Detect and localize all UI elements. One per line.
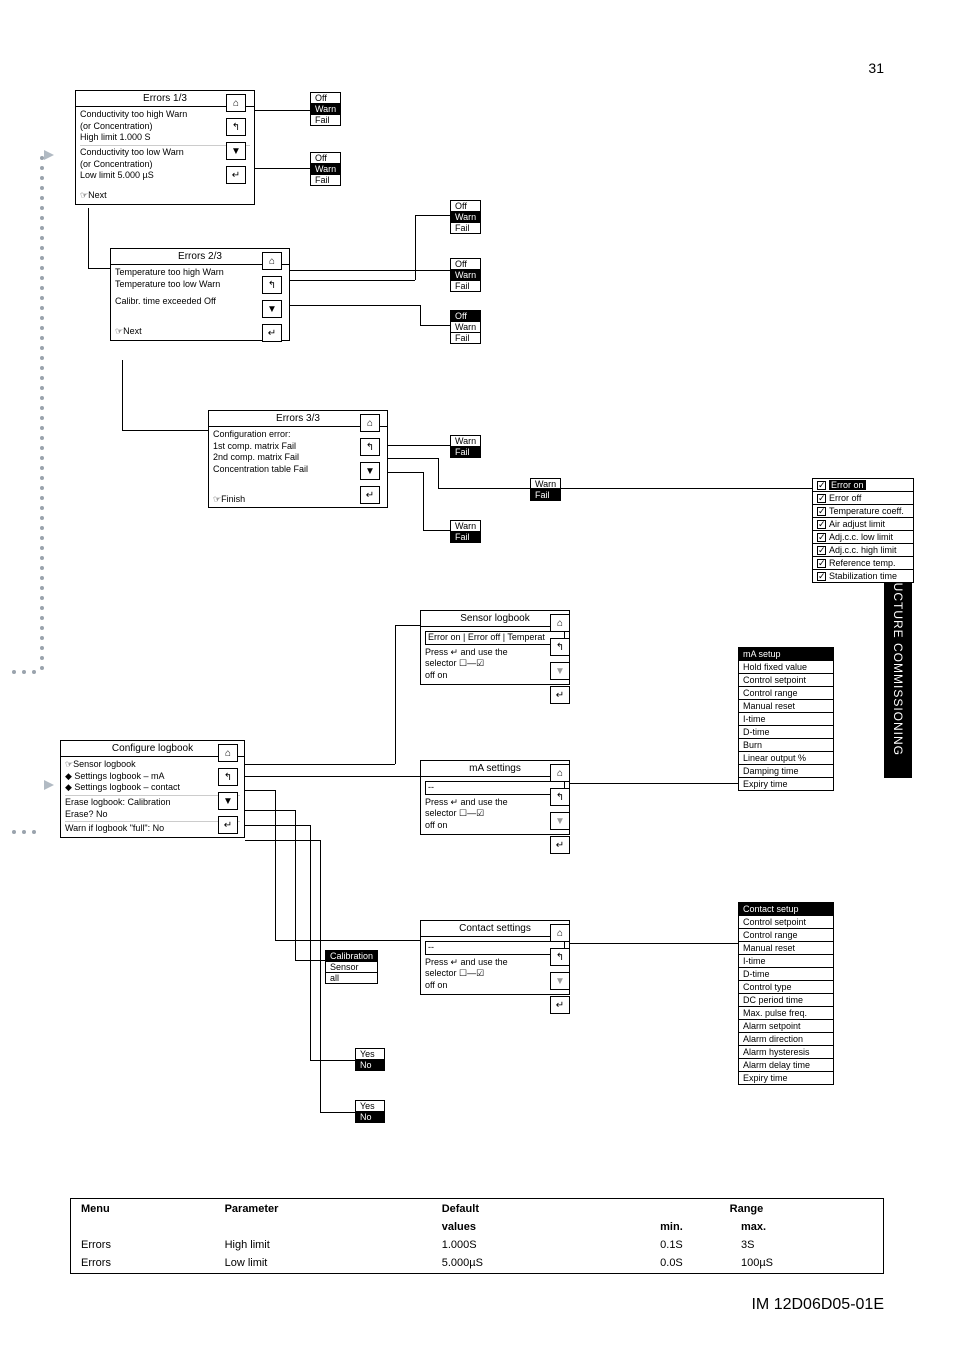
ma-setup-list: mA setup Hold fixed value Control setpoi… [738,647,834,791]
down-icon[interactable]: ▼ [550,972,570,990]
page-number: 31 [868,60,884,76]
down-icon[interactable]: ▼ [226,142,246,160]
back-icon[interactable]: ↰ [550,638,570,656]
back-icon[interactable]: ↰ [262,276,282,294]
arrow-icon [44,780,54,790]
enter-icon[interactable]: ↵ [550,836,570,854]
down-icon[interactable]: ▼ [550,812,570,830]
home-icon[interactable]: ⌂ [360,414,380,432]
enter-icon[interactable]: ↵ [550,996,570,1014]
down-icon[interactable]: ▼ [262,300,282,318]
home-icon[interactable]: ⌂ [226,94,246,112]
arrow-icon [44,150,54,160]
contact-settings-title: Contact settings [421,921,569,936]
sensor-checklist: Error on Error off Temperature coeff. Ai… [812,478,914,583]
menu-diagram: Errors 1/3 Conductivity too high Warn (o… [0,80,924,1180]
enter-icon[interactable]: ↵ [360,486,380,504]
home-icon[interactable]: ⌂ [218,744,238,762]
back-icon[interactable]: ↰ [226,118,246,136]
back-icon[interactable]: ↰ [360,438,380,456]
document-id: IM 12D06D05-01E [751,1296,884,1314]
home-icon[interactable]: ⌂ [262,252,282,270]
enter-icon[interactable]: ↵ [226,166,246,184]
enter-icon[interactable]: ↵ [262,324,282,342]
table-row: Errors Low limit 5.000µS 0.0S 100µS [73,1255,881,1271]
back-icon[interactable]: ↰ [550,948,570,966]
table-row: Errors High limit 1.000S 0.1S 3S [73,1237,881,1253]
down-icon[interactable]: ▼ [218,792,238,810]
down-icon[interactable]: ▼ [550,662,570,680]
home-icon[interactable]: ⌂ [550,764,570,782]
back-icon[interactable]: ↰ [218,768,238,786]
contact-setup-list: Contact setup Control setpoint Control r… [738,902,834,1085]
ma-settings-title: mA settings [421,761,569,776]
configure-logbook-title: Configure logbook [61,741,244,756]
home-icon[interactable]: ⌂ [550,614,570,632]
enter-icon[interactable]: ↵ [550,686,570,704]
sensor-logbook-title: Sensor logbook [421,611,569,626]
down-icon[interactable]: ▼ [360,462,380,480]
enter-icon[interactable]: ↵ [218,816,238,834]
back-icon[interactable]: ↰ [550,788,570,806]
parameters-table: Menu Parameter Default Range values min.… [70,1198,884,1274]
home-icon[interactable]: ⌂ [550,924,570,942]
